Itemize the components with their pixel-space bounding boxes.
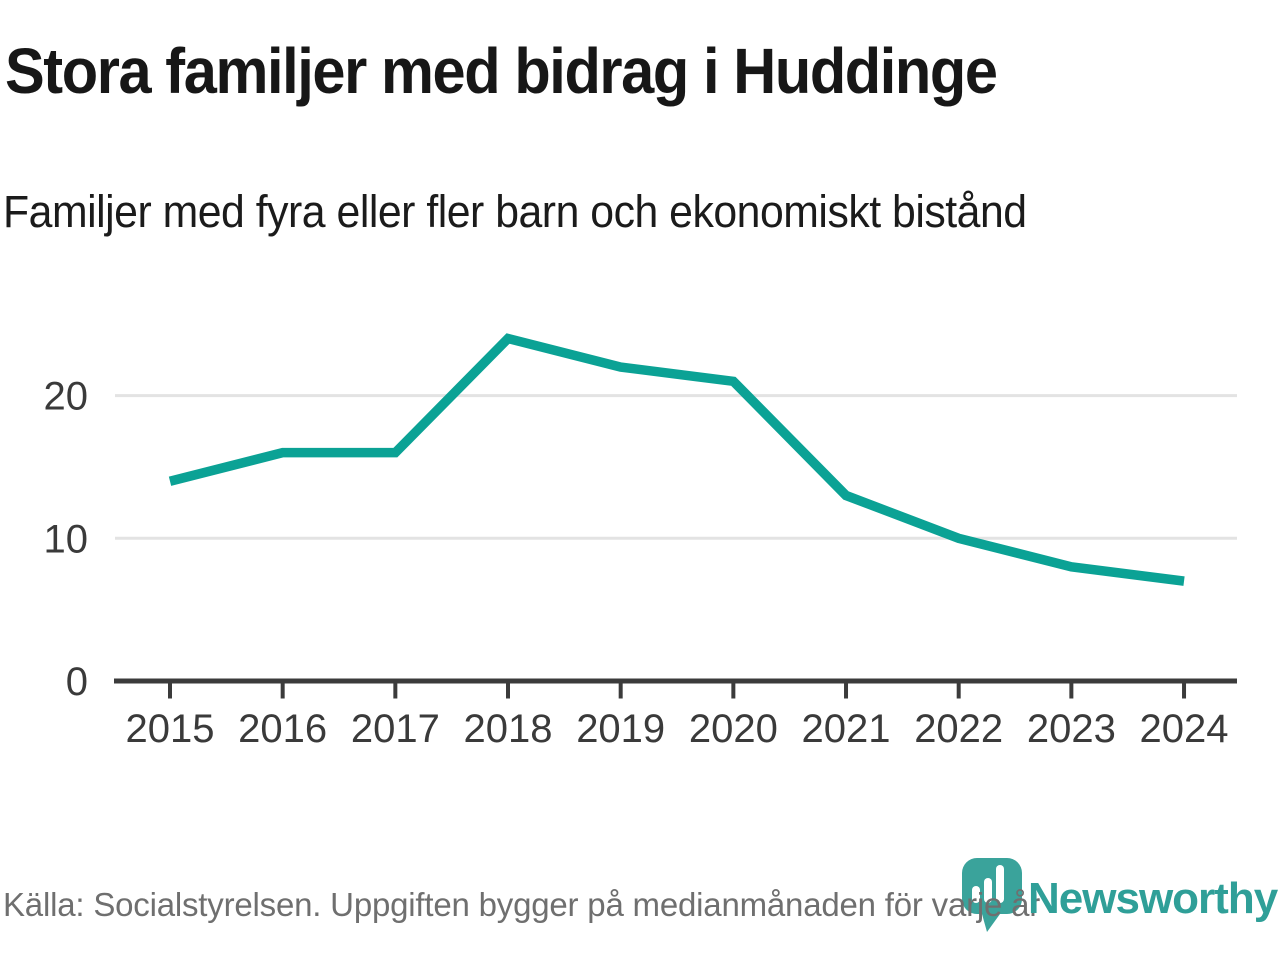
x-tick-label: 2023	[1027, 707, 1116, 751]
y-tick-label: 0	[66, 660, 88, 704]
newsworthy-wordmark: Newsworthy	[1028, 874, 1278, 923]
x-tick-label: 2022	[914, 707, 1003, 751]
source-note: Källa: Socialstyrelsen. Uppgiften bygger…	[3, 886, 1041, 923]
chart-title: Stora familjer med bidrag i Huddinge	[5, 35, 998, 107]
x-tick-label: 2020	[689, 707, 778, 751]
trend-line	[168, 333, 1185, 586]
x-tick-label: 2019	[576, 707, 665, 751]
y-tick-label: 10	[44, 517, 89, 561]
logo-bar-medium	[984, 878, 992, 903]
x-tick-label: 2015	[126, 707, 215, 751]
x-tick-label: 2018	[464, 707, 553, 751]
newsworthy-pin-icon	[962, 858, 1022, 932]
logo-bar-tall	[996, 865, 1004, 903]
x-tick-label: 2017	[351, 707, 440, 751]
x-tick-label: 2024	[1140, 707, 1229, 751]
chart-subtitle: Familjer med fyra eller fler barn och ek…	[3, 186, 1027, 237]
x-tick-label: 2021	[802, 707, 891, 751]
x-tick-label: 2016	[238, 707, 327, 751]
y-tick-label: 20	[44, 375, 89, 419]
logo-bar-short	[972, 886, 980, 903]
